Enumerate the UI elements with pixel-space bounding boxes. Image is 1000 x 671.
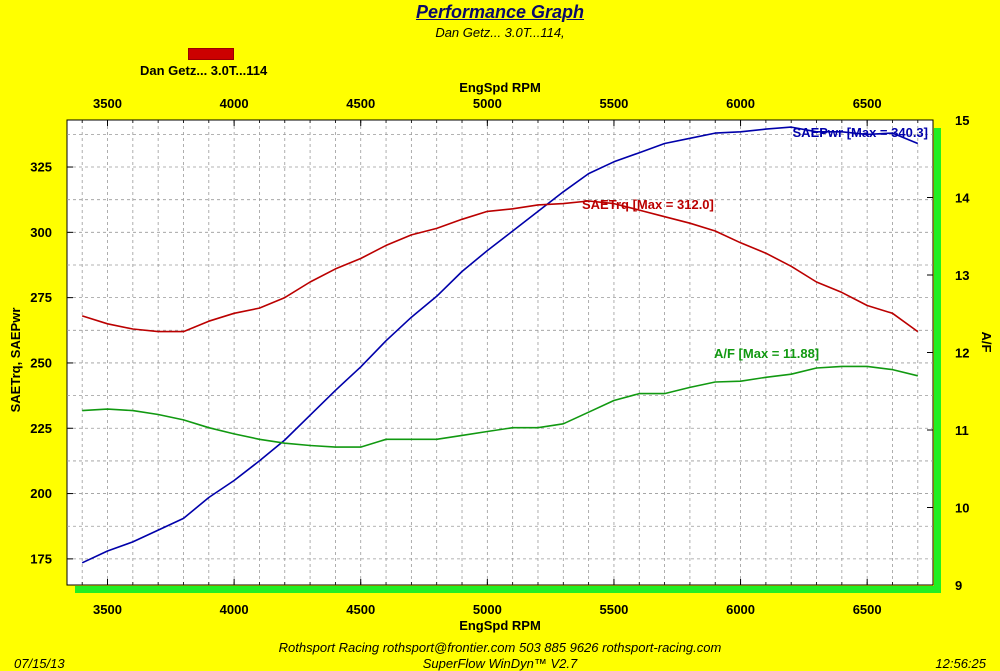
bottom-green-bar	[75, 586, 941, 593]
y-left-tick-label: 325	[30, 160, 52, 175]
y-left-tick-label: 300	[30, 225, 52, 240]
x-tick-label-top: 4000	[220, 96, 249, 111]
x-tick-label-bottom: 4500	[346, 602, 375, 617]
chart-axes: 3500 3500 4000 4000 4500 4500 5000 5000 5500 5500…	[8, 80, 994, 633]
y-axis-title-right: A/F	[979, 332, 994, 353]
x-tick-label-bottom: 4000	[220, 602, 249, 617]
y-left-tick-label: 225	[30, 421, 52, 436]
series-line-saepwr	[81, 126, 919, 564]
footer-time: 12:56:25	[935, 656, 986, 671]
y-left-tick-label: 200	[30, 486, 52, 501]
x-tick-label-bottom: 6500	[853, 602, 882, 617]
x-tick-label-bottom: 6000	[726, 602, 755, 617]
right-green-bar	[934, 128, 941, 593]
y-right-tick-label: 13	[955, 268, 969, 283]
y-right-tick-label: 10	[955, 501, 969, 516]
y-right-tick-label: 9	[955, 578, 962, 593]
series-line-a-f	[82, 365, 918, 448]
y-right-tick-label: 11	[955, 423, 969, 438]
chart-labels: SAEPwr [Max = 340.3] SAETrq [Max = 312.0]…	[582, 125, 928, 361]
footer-software: SuperFlow WinDyn™ V2.7	[422, 656, 578, 671]
plot-area	[66, 119, 934, 586]
chart-series	[81, 126, 919, 564]
y-left-tick-label: 175	[30, 551, 52, 566]
x-tick-label-bottom: 5500	[599, 602, 628, 617]
chart-frame	[66, 119, 941, 593]
y-right-tick-label: 14	[955, 191, 970, 206]
x-tick-label-top: 6000	[726, 96, 755, 111]
x-tick-label-top: 5500	[599, 96, 628, 111]
x-tick-label-top: 3500	[93, 96, 122, 111]
y-left-tick-label: 275	[30, 290, 52, 305]
legend-swatch	[188, 48, 234, 60]
y-left-tick-label: 250	[30, 355, 52, 370]
y-right-tick-label: 12	[955, 346, 969, 361]
x-tick-label-top: 5000	[473, 96, 502, 111]
series-label-a-f: A/F [Max = 11.88]	[714, 346, 819, 361]
legend-label: Dan Getz... 3.0T...114	[140, 63, 268, 78]
x-tick-label-top: 4500	[346, 96, 375, 111]
x-tick-label-bottom: 3500	[93, 602, 122, 617]
x-tick-label-top: 6500	[853, 96, 882, 111]
series-label-saetrq: SAETrq [Max = 312.0]	[582, 197, 714, 212]
x-axis-title-bottom: EngSpd RPM	[459, 618, 541, 633]
footer-contact: Rothsport Racing rothsport@frontier.com …	[278, 640, 722, 655]
series-label-saepwr: SAEPwr [Max = 340.3]	[793, 125, 928, 140]
page-title: Performance Graph	[415, 2, 585, 22]
series-line-saetrq	[81, 200, 919, 333]
y-axis-title-left: SAETrq, SAEPwr	[8, 308, 23, 413]
x-tick-label-bottom: 5000	[473, 602, 502, 617]
page-subtitle: Dan Getz... 3.0T...114,	[435, 25, 565, 40]
x-axis-title-top: EngSpd RPM	[459, 80, 541, 95]
footer-date: 07/15/13	[14, 656, 65, 671]
y-right-tick-label: 15	[955, 113, 969, 128]
